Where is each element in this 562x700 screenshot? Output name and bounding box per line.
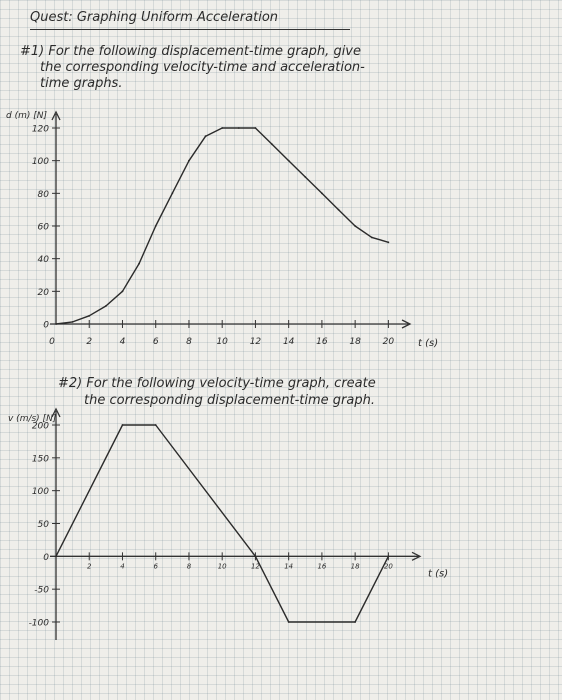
x-tick-label: 10: [216, 337, 228, 347]
data-point: [387, 555, 390, 558]
x-axis-label: t (s): [418, 338, 438, 349]
title-underline: [30, 29, 350, 30]
problem1-line1: #1) For the following displacement-time …: [20, 44, 361, 59]
data-point: [387, 241, 390, 244]
y-tick-label: -50: [34, 586, 49, 596]
data-point: [237, 127, 240, 129]
data-point: [88, 314, 91, 317]
y-tick-label: 40: [38, 255, 50, 265]
data-point: [354, 225, 357, 227]
data-point: [254, 127, 257, 129]
x-tick-label: 14: [284, 562, 293, 570]
y-tick-label: 0: [43, 553, 49, 563]
data-point: [121, 424, 124, 426]
data-point: [354, 621, 357, 623]
x-tick-label: 6: [153, 337, 159, 347]
x-tick-label: 18: [351, 562, 360, 570]
x-tick-label: 4: [120, 337, 126, 347]
y-axis-label: d (m) [N]: [6, 111, 47, 121]
y-axis-arrow: [51, 407, 61, 418]
x-tick-label: 12: [251, 562, 260, 570]
data-point: [204, 135, 207, 138]
x-tick-label: 18: [349, 337, 361, 347]
x-tick-label: 16: [316, 337, 328, 347]
x-axis-label: t (s): [428, 568, 448, 579]
y-tick-label: 100: [32, 157, 49, 167]
x-axis-arrow: [401, 319, 412, 329]
data-point: [221, 127, 224, 129]
y-tick-label: 150: [32, 454, 49, 464]
y-tick-label: 80: [38, 190, 50, 200]
x-tick-label: 4: [120, 562, 124, 570]
data-point: [370, 236, 373, 239]
x-axis-arrow: [411, 551, 422, 561]
data-point: [138, 262, 140, 265]
problem1-line2: the corresponding velocity-time and acce…: [40, 60, 365, 75]
y-tick-label: 20: [38, 288, 50, 298]
x-tick-label: 12: [250, 337, 262, 347]
data-point: [271, 143, 273, 146]
data-point: [104, 305, 107, 307]
data-point: [55, 323, 57, 325]
data-point: [55, 555, 57, 558]
data-point: [304, 176, 307, 178]
data-point: [254, 555, 257, 558]
worksheet-title: Quest: Graphing Uniform Acceleration: [30, 10, 279, 25]
y-tick-label: 60: [38, 223, 50, 233]
data-point: [287, 159, 290, 162]
data-point: [337, 208, 340, 211]
y-tick-label: 100: [32, 487, 49, 497]
x-tick-label: 16: [317, 562, 326, 570]
data-point: [71, 320, 74, 323]
y-tick-label: 50: [38, 520, 50, 530]
data-point: [154, 225, 157, 227]
x-tick-label: 0: [49, 337, 55, 347]
x-tick-label: 6: [153, 562, 158, 570]
y-axis-label: v (m/s) [N]: [8, 414, 57, 424]
y-tick-label: 0: [43, 321, 49, 331]
x-tick-label: 10: [218, 562, 227, 570]
problem2-line2: the corresponding displacement-time grap…: [84, 393, 375, 408]
data-point: [154, 424, 157, 426]
x-tick-label: 20: [384, 562, 393, 570]
y-tick-label: 120: [32, 125, 49, 135]
problem1-line3: time graphs.: [40, 76, 123, 91]
x-tick-label: 8: [187, 562, 192, 570]
x-tick-label: 2: [87, 562, 92, 570]
problem2-line1: #2) For the following velocity-time grap…: [58, 376, 376, 391]
data-point: [171, 192, 174, 195]
x-tick-label: 2: [86, 337, 92, 347]
x-tick-label: 20: [383, 337, 395, 347]
y-tick-label: 200: [32, 422, 49, 432]
data-point: [121, 290, 124, 293]
y-tick-label: -100: [29, 619, 50, 629]
data-point: [321, 192, 323, 195]
data-point: [287, 621, 290, 623]
y-axis-arrow: [51, 110, 61, 121]
x-tick-label: 8: [186, 337, 192, 347]
x-tick-label: 14: [283, 337, 295, 347]
data-series-line: [55, 424, 390, 623]
data-point: [188, 159, 190, 162]
